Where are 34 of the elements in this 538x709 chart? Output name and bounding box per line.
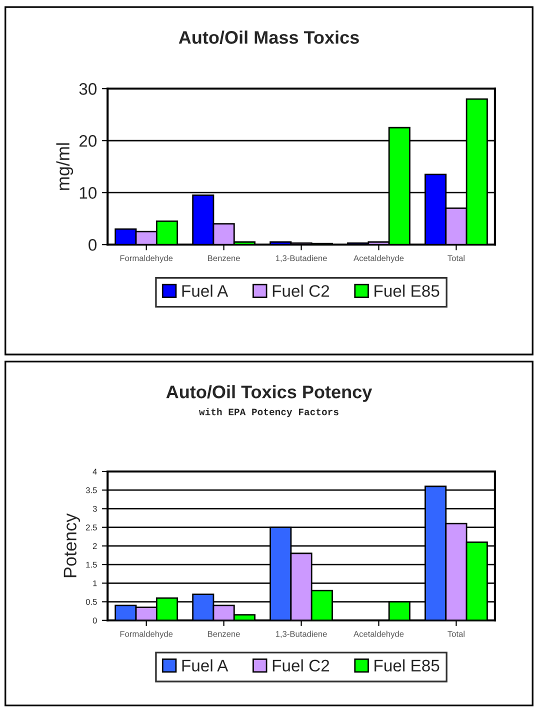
x-tick-label: Total [448, 630, 464, 637]
y-tick-label: 20 [79, 135, 97, 147]
legend-label: Fuel C2 [272, 284, 330, 297]
y-axis-title: Potency [64, 513, 80, 578]
chart-title: Auto/Oil Mass Toxics [178, 30, 359, 44]
x-tick-label: Benzene [208, 631, 240, 637]
y-tick-label: 0 [92, 618, 97, 624]
y-tick-label: 10 [80, 187, 97, 199]
y-tick-label: 1.5 [86, 562, 97, 568]
y-tick-label: 0 [88, 239, 97, 251]
legend-label: Fuel A [182, 284, 228, 297]
y-tick-label: 0.5 [86, 598, 97, 605]
y-axis-title: mg/ml [56, 143, 74, 190]
legend-label: Fuel A [182, 659, 228, 672]
x-tick-label: Total [448, 255, 464, 262]
chart-subtitle: with EPA Potency Factors [199, 408, 338, 418]
x-tick-label: Acetaldehyde [354, 630, 404, 639]
chart-title: Auto/Oil Toxics Potency [166, 385, 372, 402]
x-tick-label: Benzene [208, 255, 240, 262]
y-tick-label: 2 [92, 543, 97, 549]
y-tick-label: 30 [79, 83, 97, 95]
y-tick-label: 4 [92, 468, 97, 475]
legend-label: Fuel C2 [272, 659, 330, 672]
y-tick-label: 3 [92, 506, 97, 512]
legend-label: Fuel E85 [374, 284, 440, 297]
x-tick-label: Formaldehyde [120, 255, 173, 263]
y-tick-label: 3.5 [86, 487, 97, 494]
legend-label: Fuel E85 [374, 659, 440, 672]
y-tick-label: 2.5 [86, 524, 97, 530]
x-tick-label: Formaldehyde [120, 630, 173, 639]
y-tick-label: 1 [93, 580, 97, 586]
x-tick-label: 1,3-Butadiene [276, 630, 327, 638]
x-tick-label: 1,3-Butadiene [276, 255, 327, 262]
x-tick-label: Acetaldehyde [354, 255, 404, 263]
